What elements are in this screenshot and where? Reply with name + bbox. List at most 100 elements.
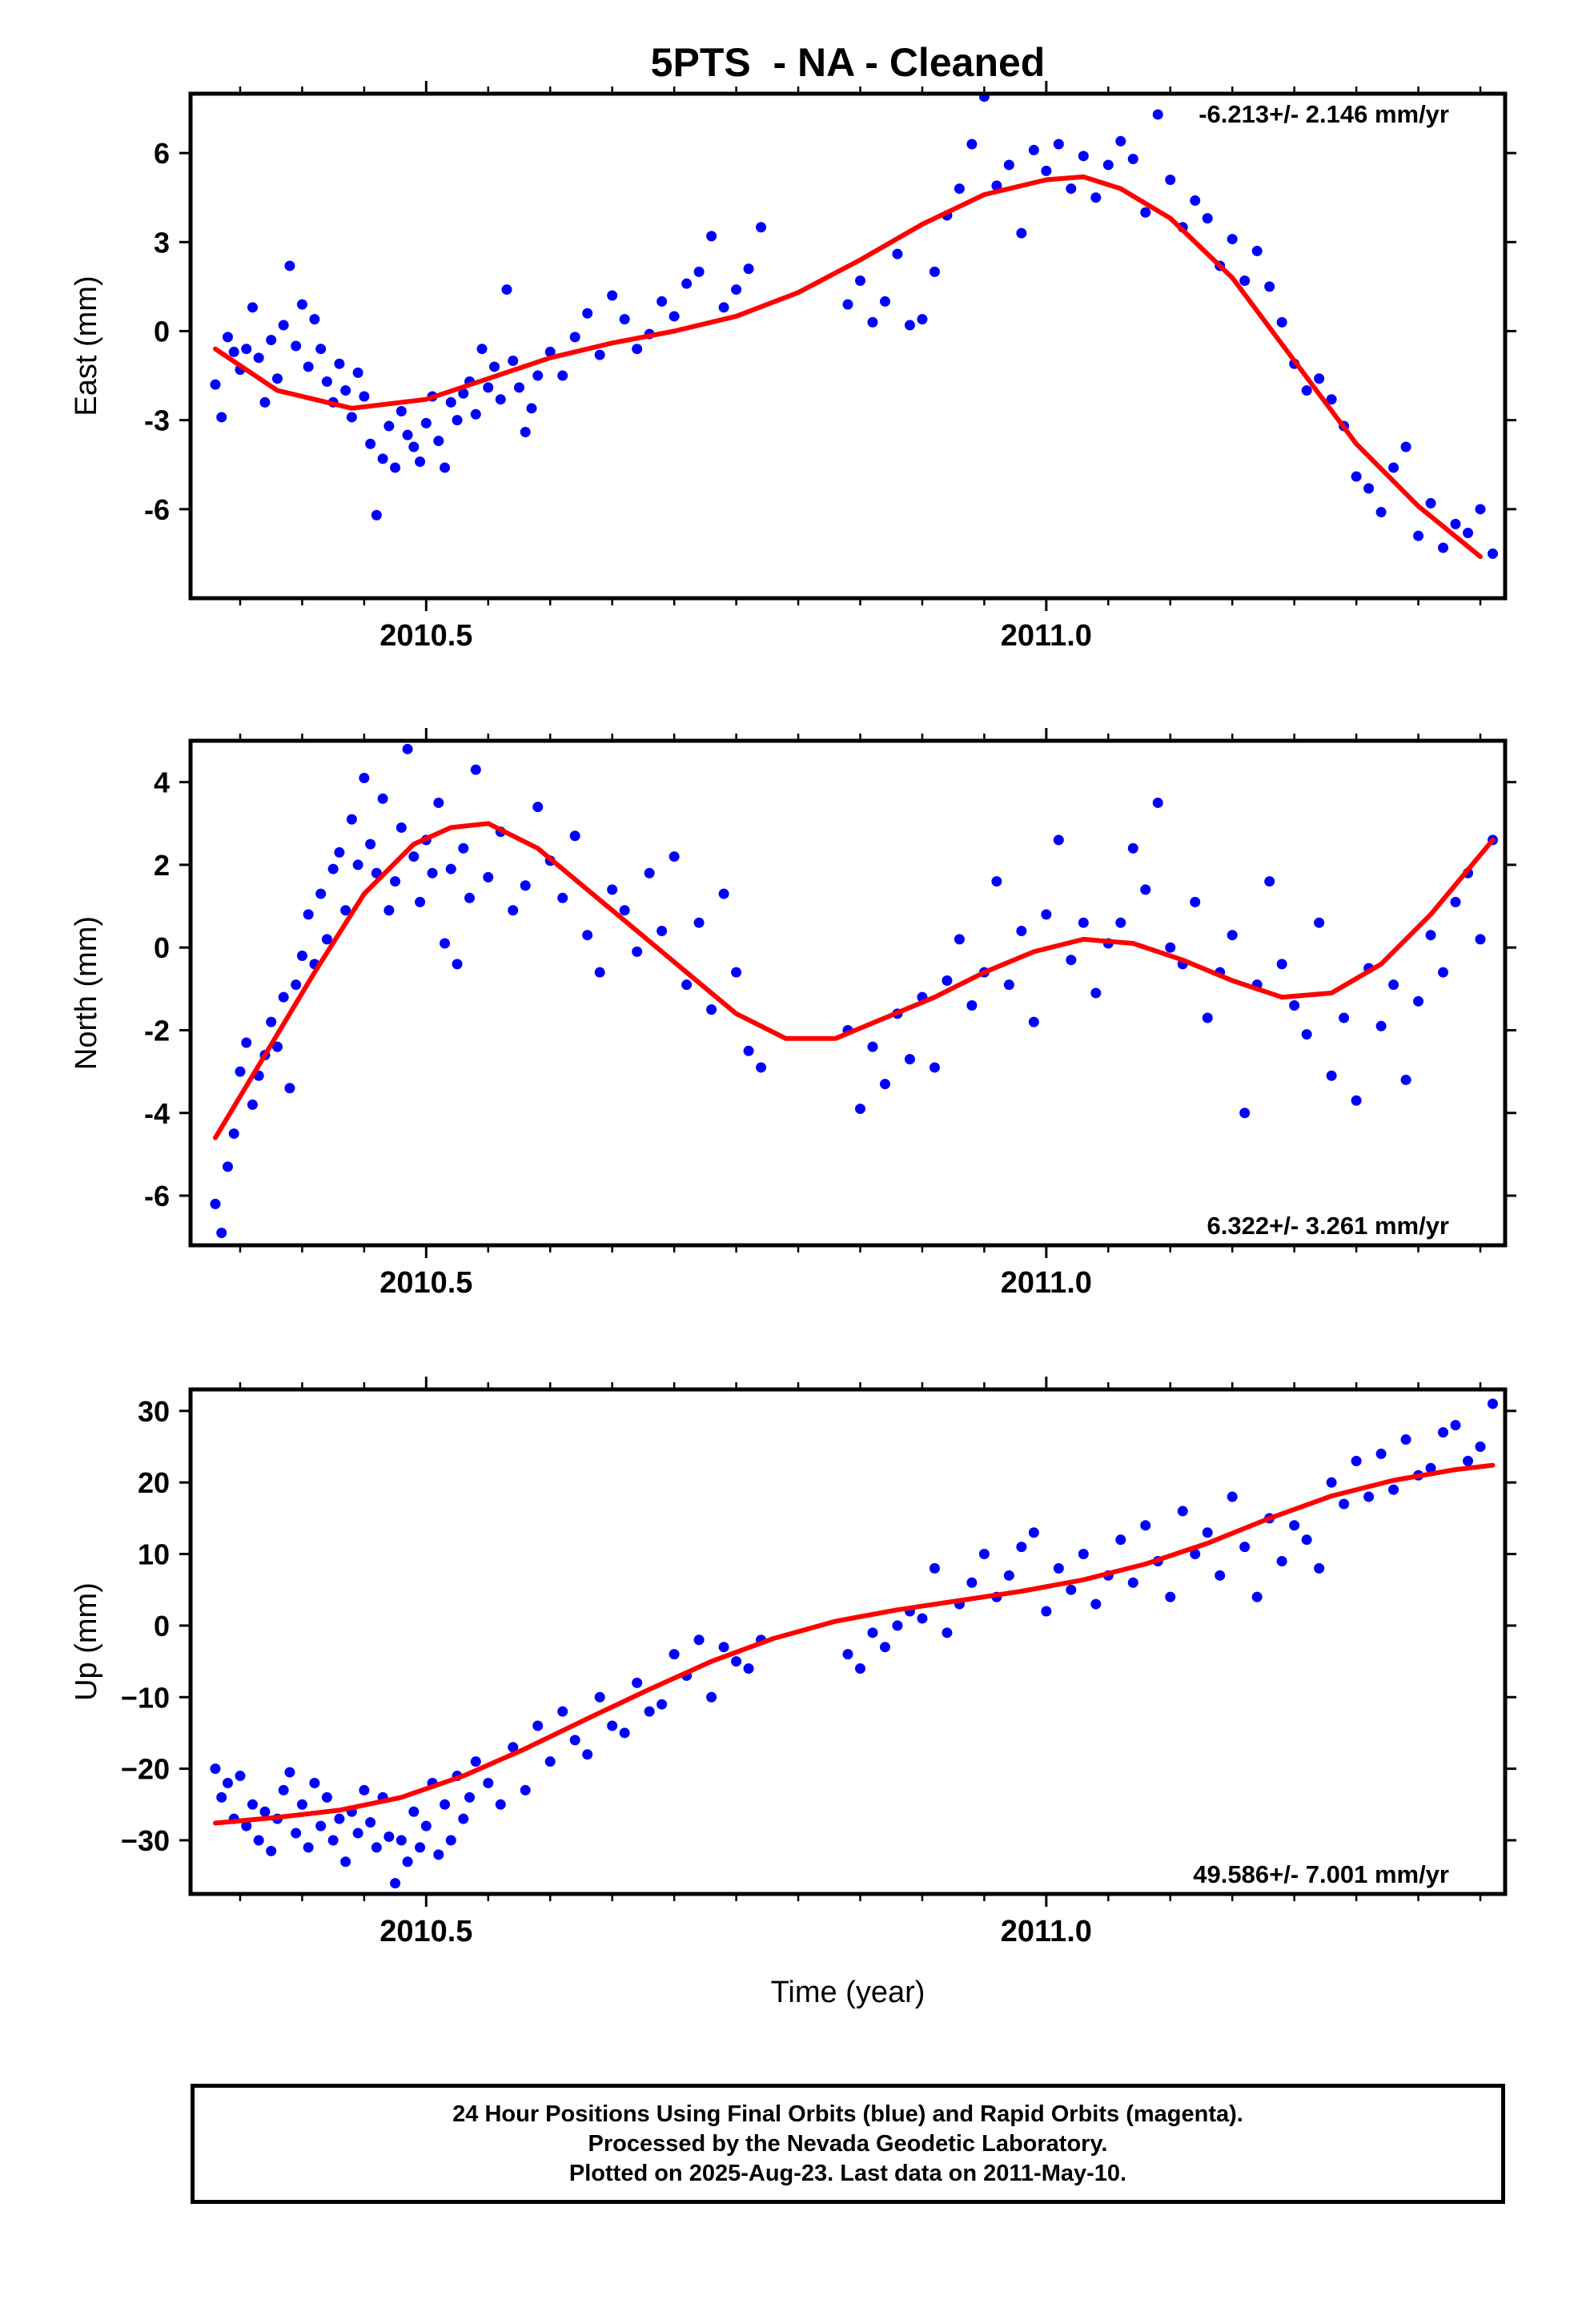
data-point [1289,999,1300,1011]
data-point [359,391,370,402]
data-point [1127,154,1138,165]
data-point [917,314,928,325]
data-point [278,991,289,1003]
data-point [415,1842,426,1853]
x-tick-label: 2010.5 [379,1266,472,1300]
data-point [1053,1562,1064,1574]
data-point [365,1817,376,1828]
data-point [1016,926,1027,937]
data-point [1127,1577,1138,1588]
data-point [371,509,382,521]
data-point [1115,135,1126,147]
caption-line-3: Plotted on 2025-Aug-23. Last data on 201… [568,2160,1127,2186]
data-point [1413,530,1424,541]
data-point [656,296,668,307]
data-point [1351,471,1362,482]
y-tick-label: -3 [144,404,170,437]
data-point [291,1827,302,1839]
data-point [390,1878,401,1889]
data-point [402,429,413,440]
data-point [991,876,1002,887]
data-point [582,308,593,319]
data-point [1400,1434,1411,1445]
y-tick-label: -4 [144,1097,170,1130]
data-point [433,436,444,447]
data-point [706,1004,717,1015]
fit-curve [213,174,1483,560]
data-point [1301,1029,1312,1040]
data-point [321,1791,332,1803]
data-point [1152,109,1163,120]
data-point [228,346,239,357]
data-point [508,1742,519,1753]
data-point [327,1835,339,1846]
data-point [359,1784,370,1795]
data-point [210,1763,221,1775]
data-point [241,344,252,355]
y-tick-label: -6 [144,1180,170,1212]
data-point [1041,909,1052,920]
data-point [1165,174,1176,185]
data-point [706,231,717,242]
data-point [942,1627,953,1638]
data-point [1276,316,1287,328]
data-point [271,373,283,384]
data-point [1400,1074,1411,1085]
data-point [1475,504,1486,515]
data-point [544,1756,556,1767]
north-panel: 2010.5 2011.0 -6 -4 -2 0 2 4 North (mm) 6.322+/- … [70,728,1516,1300]
rate-annotation: 49.586+/- 7.001 mm/yr [1193,1860,1449,1888]
data-point [693,266,705,277]
data-point [669,311,680,322]
data-point [334,846,345,858]
data-point [346,412,357,423]
data-point [470,408,481,420]
plot-frame [188,91,1508,601]
data-point [1425,1462,1436,1474]
figure-title: 5PTS - NA - Cleaned [651,40,1046,85]
data-point [1078,151,1089,162]
data-point [1041,1606,1052,1617]
data-point [501,284,512,296]
data-point [377,453,388,464]
data-point [681,979,693,991]
data-point [266,1845,277,1856]
data-point [1053,834,1064,846]
data-point [978,1549,990,1560]
rate-annotation: -6.213+/- 2.146 mm/yr [1199,100,1449,128]
y-axis-label: Up (mm) [70,1582,103,1701]
data-point [743,1045,754,1056]
data-point [867,316,878,328]
data-point [327,863,339,875]
data-point [303,1842,314,1853]
y-tick-label: -2 [144,1014,170,1047]
data-point [867,1041,878,1052]
data-point [854,275,865,286]
data-point [458,842,469,854]
data-point [917,1613,928,1624]
data-point [1326,1070,1337,1081]
data-point [991,180,1002,191]
data-point [1388,979,1399,991]
data-point [1227,930,1238,941]
y-tick-label: 2 [154,849,170,882]
data-point [1202,1012,1213,1023]
data-point [1450,896,1461,907]
east-panel: 2010.5 2011.0 -6 -3 0 3 6 East (mm) -6.213+/- 2.… [70,81,1516,653]
data-point [594,967,605,978]
data-point [594,349,605,360]
data-point [365,438,376,449]
y-tick-label: 20 [138,1466,170,1499]
data-point [383,905,395,916]
data-point [247,1799,258,1810]
data-point [1078,1549,1089,1560]
data-point [743,1663,754,1675]
data-point [346,814,357,825]
data-point [929,266,940,277]
data-point [1003,159,1014,171]
data-point [1488,1398,1499,1409]
data-point [632,1677,643,1688]
x-tick-label: 2011.0 [1001,1915,1092,1948]
data-point [1090,192,1102,203]
data-point [247,1099,258,1110]
